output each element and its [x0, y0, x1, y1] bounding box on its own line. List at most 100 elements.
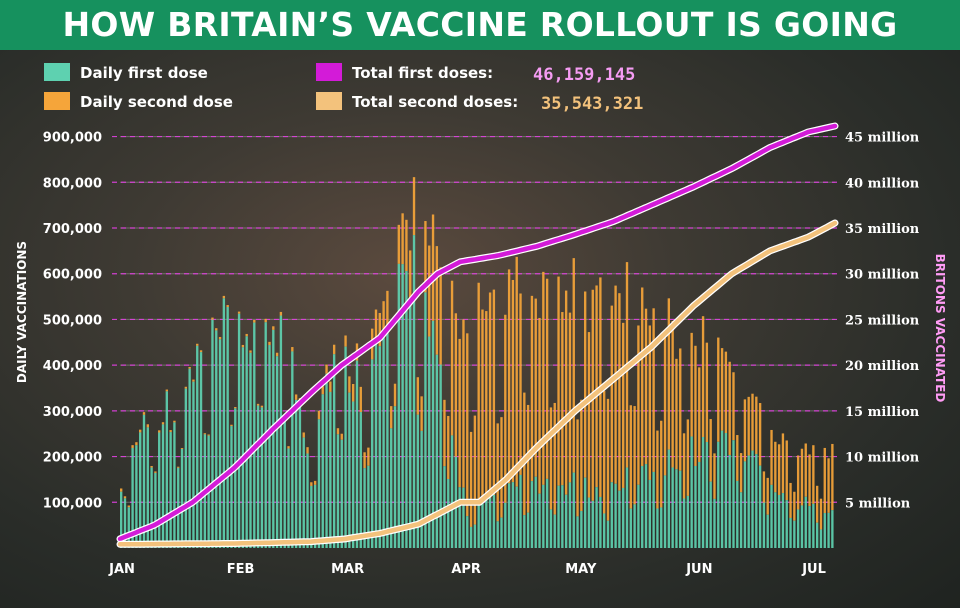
- bar-daily-second: [538, 317, 541, 494]
- bar-daily-second: [523, 392, 526, 516]
- bar-daily-first: [652, 471, 655, 548]
- bar-daily-second: [709, 419, 712, 482]
- bar-daily-second: [705, 342, 709, 443]
- bar-daily-second: [766, 477, 769, 515]
- y2-tick-label: 30 million: [845, 268, 920, 283]
- bar-daily-second: [230, 424, 233, 427]
- bar-daily-second: [629, 405, 632, 509]
- bar-daily-second: [477, 282, 480, 504]
- legend-swatch-total-first: [316, 63, 342, 81]
- bar-daily-second: [253, 319, 256, 323]
- bar-daily-second: [751, 393, 754, 451]
- bar-daily-first: [660, 507, 663, 548]
- bar-daily-first: [424, 292, 427, 548]
- bar-daily-second: [222, 295, 226, 299]
- bar-daily-first: [218, 339, 222, 548]
- bar-daily-second: [580, 399, 583, 512]
- bar-daily-second: [363, 452, 366, 469]
- bar-daily-second: [431, 214, 435, 321]
- bar-daily-first: [355, 360, 359, 548]
- bar-daily-first: [796, 509, 800, 548]
- y2-tick-label: 5 million: [845, 496, 911, 511]
- bar-daily-first: [291, 351, 294, 548]
- bar-daily-second: [667, 298, 671, 450]
- y-tick-label: 300,000: [43, 405, 102, 420]
- bar-daily-second: [245, 333, 248, 337]
- bar-daily-first: [720, 430, 724, 548]
- bar-daily-second: [469, 431, 473, 527]
- bar-daily-second: [648, 325, 652, 480]
- bar-daily-first: [336, 434, 340, 548]
- bar-daily-second: [496, 423, 499, 522]
- line-total-second: [117, 220, 838, 547]
- bar-daily-second: [332, 344, 336, 355]
- bar-daily-second: [804, 443, 807, 497]
- bar-daily-first: [332, 354, 336, 548]
- bar-daily-first: [705, 442, 709, 548]
- bar-daily-first: [390, 428, 393, 548]
- bar-daily-first: [732, 440, 735, 548]
- bar-daily-second: [226, 305, 229, 307]
- bar-daily-second: [800, 448, 804, 506]
- left-axis-ticks: 100,000 200,000 300,000 400,000 500,000 600,0…: [43, 131, 102, 512]
- bar-daily-second: [382, 301, 385, 336]
- x-tick-label: APR: [451, 562, 481, 577]
- y-tick-label: 900,000: [43, 131, 102, 146]
- bar-daily-first: [766, 514, 769, 548]
- bar-daily-first: [287, 448, 290, 548]
- bar-daily-second: [663, 334, 667, 476]
- bar-daily-second: [264, 318, 267, 323]
- bar-daily-second: [291, 347, 294, 352]
- bar-daily-first: [667, 449, 671, 548]
- bar-daily-first: [823, 513, 826, 548]
- bar-daily-first: [698, 462, 701, 548]
- bar-daily-second: [142, 412, 146, 415]
- bar-daily-first: [789, 517, 792, 548]
- bar-daily-second: [637, 325, 640, 485]
- bar-daily-first: [542, 484, 545, 548]
- legend-swatch-daily-second: [44, 92, 70, 110]
- x-tick-label: JAN: [108, 562, 135, 577]
- bar-daily-first: [393, 406, 397, 548]
- bar-daily-first: [808, 506, 811, 548]
- bar-daily-second: [572, 258, 575, 473]
- bar-daily-second: [717, 337, 720, 442]
- bar-daily-second: [275, 352, 279, 357]
- bar-daily-first: [260, 407, 264, 548]
- bar-daily-first: [196, 345, 199, 548]
- bar-daily-second: [488, 292, 492, 498]
- bar-daily-first: [679, 470, 682, 548]
- bar-daily-second: [169, 430, 172, 433]
- y-tick-label: 600,000: [43, 268, 102, 283]
- bar-daily-second: [641, 287, 644, 467]
- x-tick-label: MAY: [565, 562, 597, 577]
- bar-daily-first: [515, 486, 518, 548]
- bar-daily-first: [526, 512, 530, 548]
- bar-daily-first: [131, 447, 134, 548]
- bar-daily-second: [758, 403, 762, 466]
- right-axis-ticks: 5 million 10 million 15 million 20 million 2…: [845, 131, 920, 512]
- bar-daily-second: [614, 285, 617, 484]
- bar-daily-first: [359, 412, 362, 548]
- bar-daily-first: [256, 405, 260, 548]
- bar-daily-second: [644, 308, 648, 465]
- y-tick-label: 800,000: [43, 176, 102, 191]
- bar-daily-second: [675, 358, 678, 470]
- x-tick-label: JUL: [801, 562, 826, 577]
- bar-daily-second: [218, 336, 222, 340]
- bar-daily-first: [158, 432, 161, 548]
- y-tick-label: 700,000: [43, 222, 102, 237]
- bar-daily-second: [454, 313, 458, 457]
- bar-daily-second: [279, 311, 283, 316]
- bar-daily-first: [397, 263, 400, 548]
- bar-daily-second: [192, 379, 195, 382]
- bar-daily-first: [504, 502, 507, 548]
- bar-daily-first: [815, 522, 819, 548]
- bar-daily-second: [199, 350, 203, 353]
- y2-tick-label: 25 million: [845, 313, 920, 328]
- bar-daily-second: [686, 419, 690, 496]
- bar-daily-second: [158, 430, 161, 433]
- bar-daily-second: [694, 345, 697, 467]
- bar-daily-second: [656, 430, 659, 509]
